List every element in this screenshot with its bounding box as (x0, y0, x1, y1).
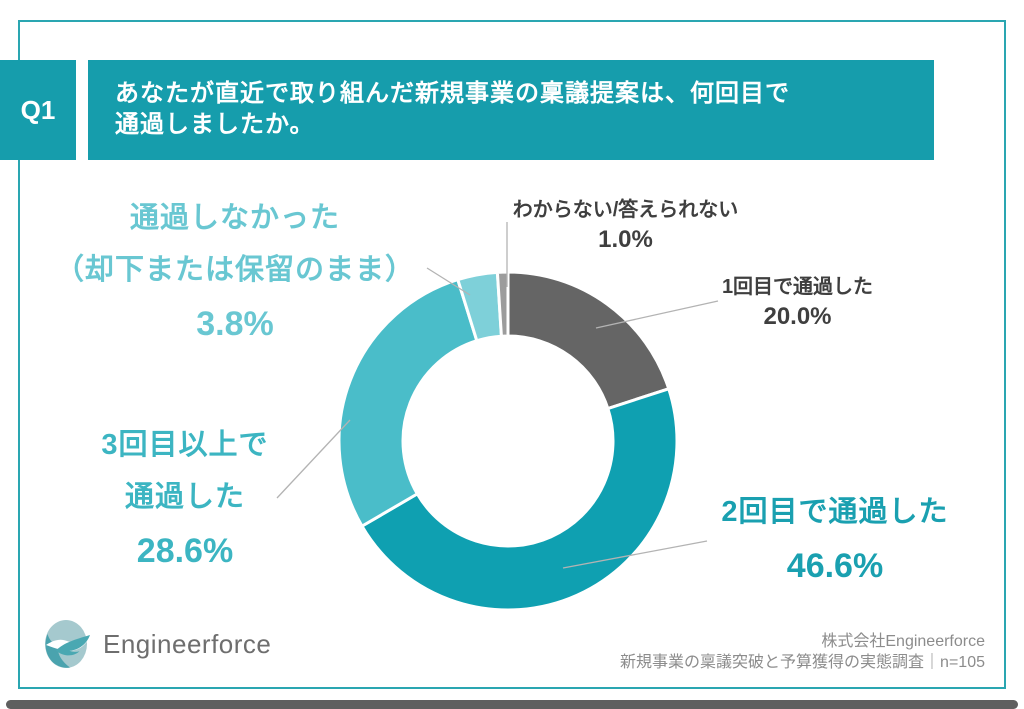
label-second-pass-text: 2回目で通過した (721, 496, 949, 528)
question-title-line2: 通過しましたか。 (115, 111, 315, 138)
label-not-passed-text1: 通過しなかった (129, 202, 340, 234)
label-unknown: わからない/答えられない 1.0% (483, 195, 768, 255)
label-third-pass-text1: 3回目以上で (101, 429, 269, 461)
label-third-pass: 3回目以上で 通過した 28.6% (77, 419, 293, 579)
footer-note: 株式会社Engineerforce 新規事業の稟議突破と予算獲得の実態調査｜n=… (620, 631, 985, 673)
question-title-bar: あなたが直近で取り組んだ新規事業の稟議提案は、何回目で 通過しましたか。 (88, 60, 934, 160)
leader-line (595, 300, 719, 329)
label-second-pass: 2回目で通過した 46.6% (703, 486, 967, 594)
label-second-pass-value: 46.6% (786, 547, 884, 585)
label-first-pass: 1回目で通過した 20.0% (685, 272, 910, 332)
label-not-passed-text2: （却下または保留のまま） (54, 254, 415, 286)
leader-line (562, 540, 708, 569)
engineerforce-logo-text: Engineerforce (103, 628, 272, 659)
engineerforce-logo-icon (45, 620, 91, 668)
label-third-pass-text2: 通過した (124, 481, 245, 513)
leader-line (426, 267, 471, 296)
footer-survey: 新規事業の稟議突破と予算獲得の実態調査｜n=105 (620, 654, 985, 671)
donut-segment (506, 270, 671, 411)
donut-segment (337, 277, 479, 529)
label-not-passed: 通過しなかった （却下または保留のまま） 3.8% (52, 192, 418, 352)
label-unknown-text: わからない/答えられない (512, 199, 739, 221)
donut-segment (359, 386, 679, 612)
footer-company: 株式会社Engineerforce (821, 633, 985, 650)
label-unknown-value: 1.0% (598, 226, 653, 253)
question-badge: Q1 (0, 60, 76, 160)
frame-border (18, 20, 1006, 689)
engineerforce-logo: Engineerforce (44, 618, 271, 670)
question-title-line1: あなたが直近で取り組んだ新規事業の稟議提案は、何回目で (115, 80, 790, 107)
label-not-passed-value: 3.8% (196, 305, 274, 343)
question-badge-label: Q1 (20, 94, 56, 125)
label-first-pass-text: 1回目で通過した (721, 276, 874, 298)
donut-segment (495, 270, 510, 338)
label-third-pass-value: 28.6% (136, 532, 234, 570)
bottom-edge-strip (6, 700, 1018, 709)
leader-line (276, 419, 351, 499)
label-first-pass-value: 20.0% (763, 303, 832, 330)
